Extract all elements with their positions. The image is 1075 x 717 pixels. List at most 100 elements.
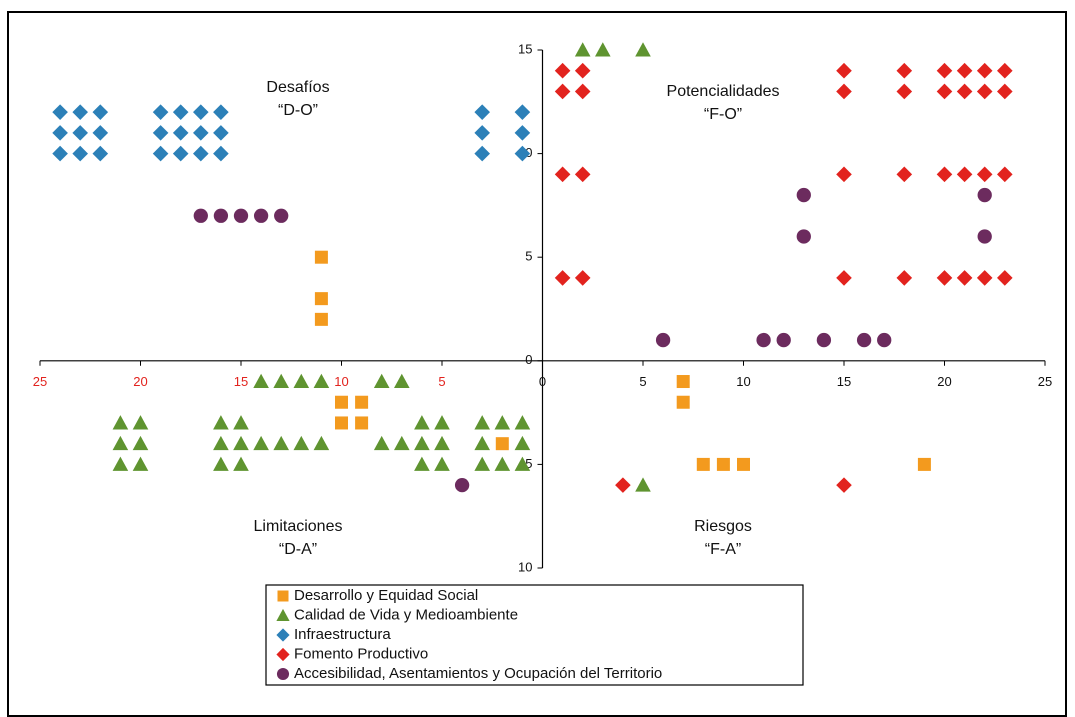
- marker-circle: [796, 187, 811, 203]
- marker-diamond: [276, 647, 290, 662]
- x-tick-label: 25: [1038, 374, 1052, 389]
- marker-diamond: [72, 145, 88, 162]
- marker-triangle: [635, 477, 651, 492]
- marker-diamond: [554, 83, 571, 100]
- marker-square: [277, 590, 289, 602]
- marker-triangle: [414, 435, 430, 451]
- marker-diamond: [574, 270, 591, 286]
- legend-label: Infraestructura: [294, 626, 391, 643]
- marker-circle: [796, 229, 811, 244]
- marker-diamond: [72, 104, 88, 120]
- marker-diamond: [976, 62, 993, 79]
- legend-label: Fomento Productivo: [294, 645, 428, 662]
- marker-diamond: [474, 145, 490, 162]
- marker-triangle: [253, 435, 269, 451]
- marker-diamond: [276, 628, 290, 642]
- frame: [7, 11, 1067, 717]
- marker-diamond: [936, 83, 953, 100]
- marker-circle: [253, 208, 269, 223]
- marker-triangle: [434, 435, 450, 451]
- y-tick-label: 5: [525, 456, 532, 471]
- marker-triangle: [434, 415, 450, 430]
- x-tick-label: 10: [334, 374, 348, 389]
- marker-triangle: [373, 373, 390, 389]
- marker-diamond: [896, 166, 913, 183]
- marker-triangle: [293, 435, 310, 451]
- marker-diamond: [474, 125, 490, 141]
- marker-triangle: [474, 456, 490, 471]
- marker-circle: [776, 332, 791, 348]
- marker-diamond: [615, 477, 631, 493]
- marker-diamond: [936, 166, 953, 183]
- marker-triangle: [494, 415, 511, 430]
- marker-diamond: [52, 145, 68, 162]
- marker-circle: [193, 208, 208, 223]
- marker-triangle: [273, 373, 289, 389]
- marker-triangle: [414, 415, 430, 430]
- marker-triangle: [474, 435, 490, 451]
- marker-diamond: [574, 83, 591, 100]
- marker-diamond: [836, 270, 852, 286]
- marker-diamond: [836, 62, 852, 79]
- marker-triangle: [213, 456, 229, 471]
- marker-triangle: [474, 415, 490, 430]
- marker-diamond: [92, 125, 109, 141]
- marker-triangle: [233, 415, 249, 430]
- marker-diamond: [193, 125, 209, 141]
- marker-diamond: [896, 62, 913, 79]
- marker-diamond: [976, 270, 993, 286]
- marker-circle: [454, 477, 470, 493]
- marker-triangle: [213, 415, 229, 430]
- marker-square: [676, 375, 690, 389]
- marker-diamond: [72, 125, 88, 141]
- legend-label: Accesibilidad, Asentamientos y Ocupación…: [294, 665, 662, 682]
- marker-diamond: [956, 166, 973, 183]
- marker-diamond: [997, 62, 1013, 79]
- marker-circle: [977, 187, 992, 203]
- marker-square: [696, 457, 710, 471]
- x-tick-label: 20: [133, 374, 147, 389]
- marker-square: [314, 312, 328, 326]
- marker-diamond: [152, 104, 169, 120]
- marker-diamond: [997, 166, 1013, 183]
- quadrant-title: Limitaciones: [254, 518, 343, 535]
- x-tick-label: 25: [33, 374, 47, 389]
- marker-triangle: [132, 435, 149, 451]
- marker-triangle: [394, 373, 410, 389]
- marker-circle: [816, 332, 832, 348]
- marker-circle: [274, 208, 289, 223]
- x-tick-label: 0: [539, 374, 546, 389]
- y-tick-label: 10: [518, 559, 532, 574]
- marker-square: [314, 250, 328, 264]
- marker-triangle: [514, 415, 531, 430]
- marker-diamond: [213, 125, 229, 141]
- marker-diamond: [213, 145, 229, 162]
- marker-diamond: [956, 270, 973, 286]
- marker-diamond: [193, 104, 209, 120]
- marker-triangle: [276, 608, 290, 621]
- marker-square: [355, 416, 369, 430]
- marker-diamond: [213, 104, 229, 120]
- plot-area: 2520151050510152025105051015Desafíos“D-O…: [33, 41, 1052, 574]
- marker-triangle: [132, 415, 149, 430]
- x-tick-label: 5: [438, 374, 445, 389]
- marker-diamond: [514, 104, 531, 120]
- marker-circle: [213, 208, 229, 223]
- marker-square: [355, 395, 369, 409]
- marker-triangle: [313, 435, 330, 451]
- marker-diamond: [956, 62, 973, 79]
- marker-diamond: [52, 104, 68, 120]
- marker-square: [917, 457, 931, 471]
- marker-triangle: [273, 435, 289, 451]
- marker-square: [335, 395, 348, 409]
- y-tick-label: 0: [525, 352, 532, 367]
- marker-triangle: [213, 435, 229, 451]
- marker-circle: [233, 208, 249, 223]
- legend: Desarrollo y Equidad Social Calidad de Vi…: [276, 587, 662, 682]
- marker-triangle: [514, 456, 531, 471]
- marker-square: [737, 457, 750, 471]
- marker-triangle: [394, 435, 410, 451]
- marker-diamond: [92, 104, 109, 120]
- marker-triangle: [574, 42, 591, 57]
- marker-diamond: [152, 125, 169, 141]
